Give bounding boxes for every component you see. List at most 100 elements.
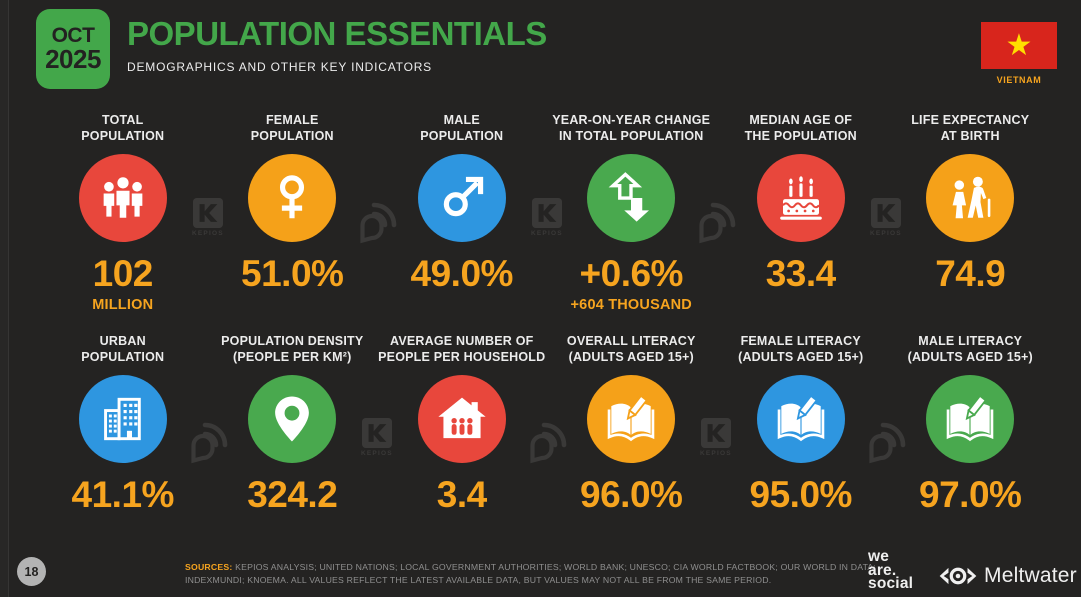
page-subtitle: DEMOGRAPHICS AND OTHER KEY INDICATORS — [127, 60, 432, 74]
stat-label-line: FEMALE — [265, 113, 319, 127]
birthday-cake-icon — [756, 154, 845, 242]
sources-note: SOURCES: KEPIOS ANALYSIS; UNITED NATIONS… — [185, 561, 880, 588]
book-pencil-icon — [756, 375, 845, 463]
female-symbol-icon — [248, 154, 337, 242]
stat-label: AVERAGE NUMBER OF PEOPLE PER HOUSEHOLD — [378, 334, 545, 371]
stat-value: 96.0% — [580, 474, 683, 515]
datareportal-watermark-icon — [182, 416, 234, 468]
page-title: POPULATION ESSENTIALS — [127, 15, 547, 52]
stat-label: OVERALL LITERACY (ADULTS AGED 15+) — [567, 334, 696, 371]
stat-female-population: FEMALE POPULATION 51.0% — [208, 113, 378, 313]
stat-label-line: YEAR-ON-YEAR CHANGE — [552, 113, 711, 127]
meltwater-logo: Meltwater — [936, 564, 1077, 588]
stat-label: TOTAL POPULATION — [81, 113, 164, 150]
stat-label-line: MALE LITERACY — [918, 334, 1023, 348]
kepios-watermark-icon: KEPIOS — [870, 198, 902, 237]
stat-label: FEMALE POPULATION — [251, 113, 334, 150]
stat-label-line: MALE — [443, 113, 480, 127]
we-are-social-logo: we are. social — [868, 548, 914, 592]
kepios-watermark-icon: KEPIOS — [192, 198, 224, 237]
stat-value: 49.0% — [410, 253, 514, 294]
we-are-social-logo-line: are. — [868, 561, 897, 579]
up-down-arrows-icon — [587, 154, 676, 242]
stat-yoy-change: YEAR-ON-YEAR CHANGE IN TOTAL POPULATION +… — [547, 113, 717, 313]
sources-text: KEPIOS ANALYSIS; UNITED NATIONS; LOCAL G… — [185, 562, 877, 586]
stat-female-literacy: FEMALE LITERACY (ADULTS AGED 15+) 95.0% — [716, 334, 886, 518]
stat-median-age: MEDIAN AGE OF THE POPULATION 33.4 — [716, 113, 886, 313]
stat-label-line: MEDIAN AGE OF — [749, 113, 853, 127]
vietnam-flag-icon: ★ — [981, 22, 1057, 69]
date-badge: OCT 2025 — [36, 9, 110, 89]
stat-value: 102 — [92, 253, 154, 294]
stat-value: 33.4 — [765, 253, 837, 294]
title-block: POPULATION ESSENTIALS DEMOGRAPHICS AND O… — [127, 15, 547, 74]
stat-value: 3.4 — [436, 474, 487, 515]
stat-label-line: FEMALE LITERACY — [740, 334, 861, 348]
we-are-social-logo-line: we — [868, 548, 890, 565]
stat-label-line: IN TOTAL POPULATION — [558, 128, 704, 143]
stat-subvalue: +604 THOUSAND — [570, 297, 692, 313]
meltwater-eye-icon — [939, 567, 977, 585]
book-pencil-icon — [587, 375, 676, 463]
stat-label-line: POPULATION — [81, 128, 165, 143]
stat-label-line: (ADULTS AGED 15+) — [568, 349, 694, 364]
stat-label-line: (ADULTS AGED 15+) — [738, 349, 864, 364]
slide-edge — [0, 0, 9, 597]
badge-year: 2025 — [45, 44, 101, 75]
page-number-text: 18 — [24, 564, 39, 579]
elderly-couple-icon — [926, 154, 1015, 242]
stat-label-line: THE POPULATION — [744, 128, 857, 143]
book-pencil-icon — [926, 375, 1015, 463]
stat-label: URBAN POPULATION — [81, 334, 164, 371]
stat-overall-literacy: OVERALL LITERACY (ADULTS AGED 15+) 96.0% — [547, 334, 717, 518]
stat-urban-population: URBAN POPULATION — [38, 334, 208, 518]
stat-label: LIFE EXPECTANCY AT BIRTH — [911, 113, 1029, 150]
stat-label-line: URBAN — [99, 334, 146, 348]
meltwater-logo-text: Meltwater — [984, 564, 1077, 587]
page-number: 18 — [17, 557, 46, 586]
stat-label-line: AT BIRTH — [940, 128, 1000, 143]
stat-label-line: AVERAGE NUMBER OF — [390, 334, 534, 348]
stat-value: 74.9 — [935, 253, 1006, 294]
stat-male-population: MALE POPULATION 49.0% — [377, 113, 547, 313]
stat-label: FEMALE LITERACY (ADULTS AGED 15+) — [738, 334, 863, 371]
stat-label: MALE POPULATION — [420, 113, 503, 150]
stat-label-line: (ADULTS AGED 15+) — [907, 349, 1033, 364]
stat-label-line: POPULATION — [250, 128, 334, 143]
stat-label-line: POPULATION — [420, 128, 504, 143]
datareportal-watermark-icon — [351, 196, 403, 248]
stats-row-1: TOTAL POPULATION 102 MILLION FEMALE POPULA… — [38, 113, 1055, 313]
stat-label-line: TOTAL — [101, 113, 144, 127]
stat-value: 97.0% — [919, 474, 1022, 515]
stat-subvalue: MILLION — [92, 297, 154, 313]
stat-label-line: PEOPLE PER HOUSEHOLD — [378, 349, 546, 364]
stat-label-line: POPULATION DENSITY — [221, 334, 364, 348]
we-are-social-logo-line: social — [868, 575, 914, 592]
stat-label-line: OVERALL LITERACY — [566, 334, 696, 348]
kepios-watermark-icon: KEPIOS — [531, 198, 563, 237]
stat-male-literacy: MALE LITERACY (ADULTS AGED 15+) 97.0% — [886, 334, 1056, 518]
country-label: VIETNAM — [996, 75, 1042, 85]
datareportal-watermark-icon — [521, 416, 573, 468]
datareportal-watermark-icon — [860, 416, 912, 468]
male-symbol-icon — [417, 154, 506, 242]
stat-value: 41.1% — [71, 474, 175, 515]
stat-label: MEDIAN AGE OF THE POPULATION — [745, 113, 857, 150]
kepios-watermark-icon: KEPIOS — [700, 418, 732, 457]
sources-label: SOURCES: — [185, 562, 233, 572]
kepios-watermark-icon: KEPIOS — [361, 418, 393, 457]
stats-row-2: URBAN POPULATION — [38, 334, 1055, 518]
stat-total-population: TOTAL POPULATION 102 MILLION — [38, 113, 208, 313]
stat-label: POPULATION DENSITY (PEOPLE PER KM²) — [221, 334, 363, 371]
stat-value: 324.2 — [247, 474, 338, 515]
map-pin-icon — [248, 375, 337, 463]
stat-label-line: LIFE EXPECTANCY — [911, 113, 1030, 127]
stat-label-line: POPULATION — [81, 349, 165, 364]
stat-life-expectancy: LIFE EXPECTANCY AT BIRTH 74.9 — [886, 113, 1056, 313]
stat-label: YEAR-ON-YEAR CHANGE IN TOTAL POPULATION — [552, 113, 710, 150]
house-family-icon — [417, 375, 506, 463]
flag-star-icon: ★ — [1005, 28, 1033, 62]
stat-household-size: AVERAGE NUMBER OF PEOPLE PER HOUSEHOLD 3.… — [377, 334, 547, 518]
stat-value: +0.6% — [579, 253, 684, 294]
